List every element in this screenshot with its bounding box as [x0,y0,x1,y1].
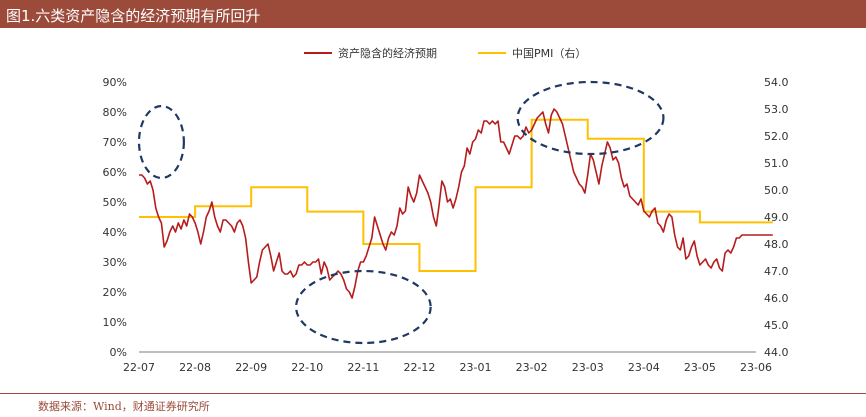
y-left-tick-label: 30% [103,256,127,269]
y-right-tick-label: 49.0 [764,211,789,224]
x-tick-label: 23-02 [516,361,548,374]
annotations [137,80,665,345]
expectation-series [139,108,773,299]
x-tick-label: 23-06 [740,361,772,374]
x-tick-label: 23-03 [572,361,604,374]
y-right-tick-label: 47.0 [764,265,789,278]
x-tick-label: 23-04 [628,361,660,374]
y-right-tick-label: 51.0 [764,157,789,170]
pmi-line [139,118,773,272]
x-tick-label: 22-09 [235,361,267,374]
y-left-tick-label: 70% [103,136,127,149]
highlight-ellipse [516,80,665,156]
y-right-tick-label: 54.0 [764,76,789,89]
line-chart: 资产隐含的经济预期 中国PMI（右） 22-07 22-08 22-09 22-10 22… [103,46,789,374]
y-left-tick-label: 40% [103,226,127,239]
y-right-tick-label: 46.0 [764,292,789,305]
legend: 资产隐含的经济预期 中国PMI（右） [304,46,586,60]
x-tick-label: 22-08 [179,361,211,374]
y-left-tick-label: 90% [103,76,127,89]
expectation-line [139,108,773,299]
y-left-tick-label: 50% [103,196,127,209]
highlight-ellipse [294,269,432,345]
legend-label-expectation: 资产隐含的经济预期 [338,46,437,60]
y-left-tick-label: 10% [103,316,127,329]
y-left-tick-label: 0% [110,346,127,359]
x-tick-label: 23-05 [684,361,716,374]
y-right-tick-label: 45.0 [764,319,789,332]
y-right-tick-label: 53.0 [764,103,789,116]
y-left-tick-label: 60% [103,166,127,179]
y-left-tick-label: 20% [103,286,127,299]
footer-divider [0,393,866,394]
y-right-tick-label: 48.0 [764,238,789,251]
axes: 22-07 22-08 22-09 22-10 22-11 22-12 23-01 23-02… [103,76,789,374]
pmi-series [139,118,773,272]
source-note: 数据来源：Wind，财通证券研究所 [38,400,210,413]
x-tick-label: 23-01 [460,361,492,374]
x-tick-label: 22-12 [403,361,435,374]
y-left-tick-label: 80% [103,106,127,119]
legend-label-pmi: 中国PMI（右） [512,46,586,60]
title-bar: 图1.六类资产隐含的经济预期有所回升 [0,0,866,28]
x-tick-label: 22-11 [347,361,379,374]
y-right-tick-label: 52.0 [764,130,789,143]
y-right-tick-label: 50.0 [764,184,789,197]
chart-title: 图1.六类资产隐含的经济预期有所回升 [6,7,261,25]
highlight-ellipse [137,104,185,180]
y-right-tick-label: 44.0 [764,346,789,359]
x-tick-label: 22-07 [123,361,155,374]
x-tick-label: 22-10 [291,361,323,374]
